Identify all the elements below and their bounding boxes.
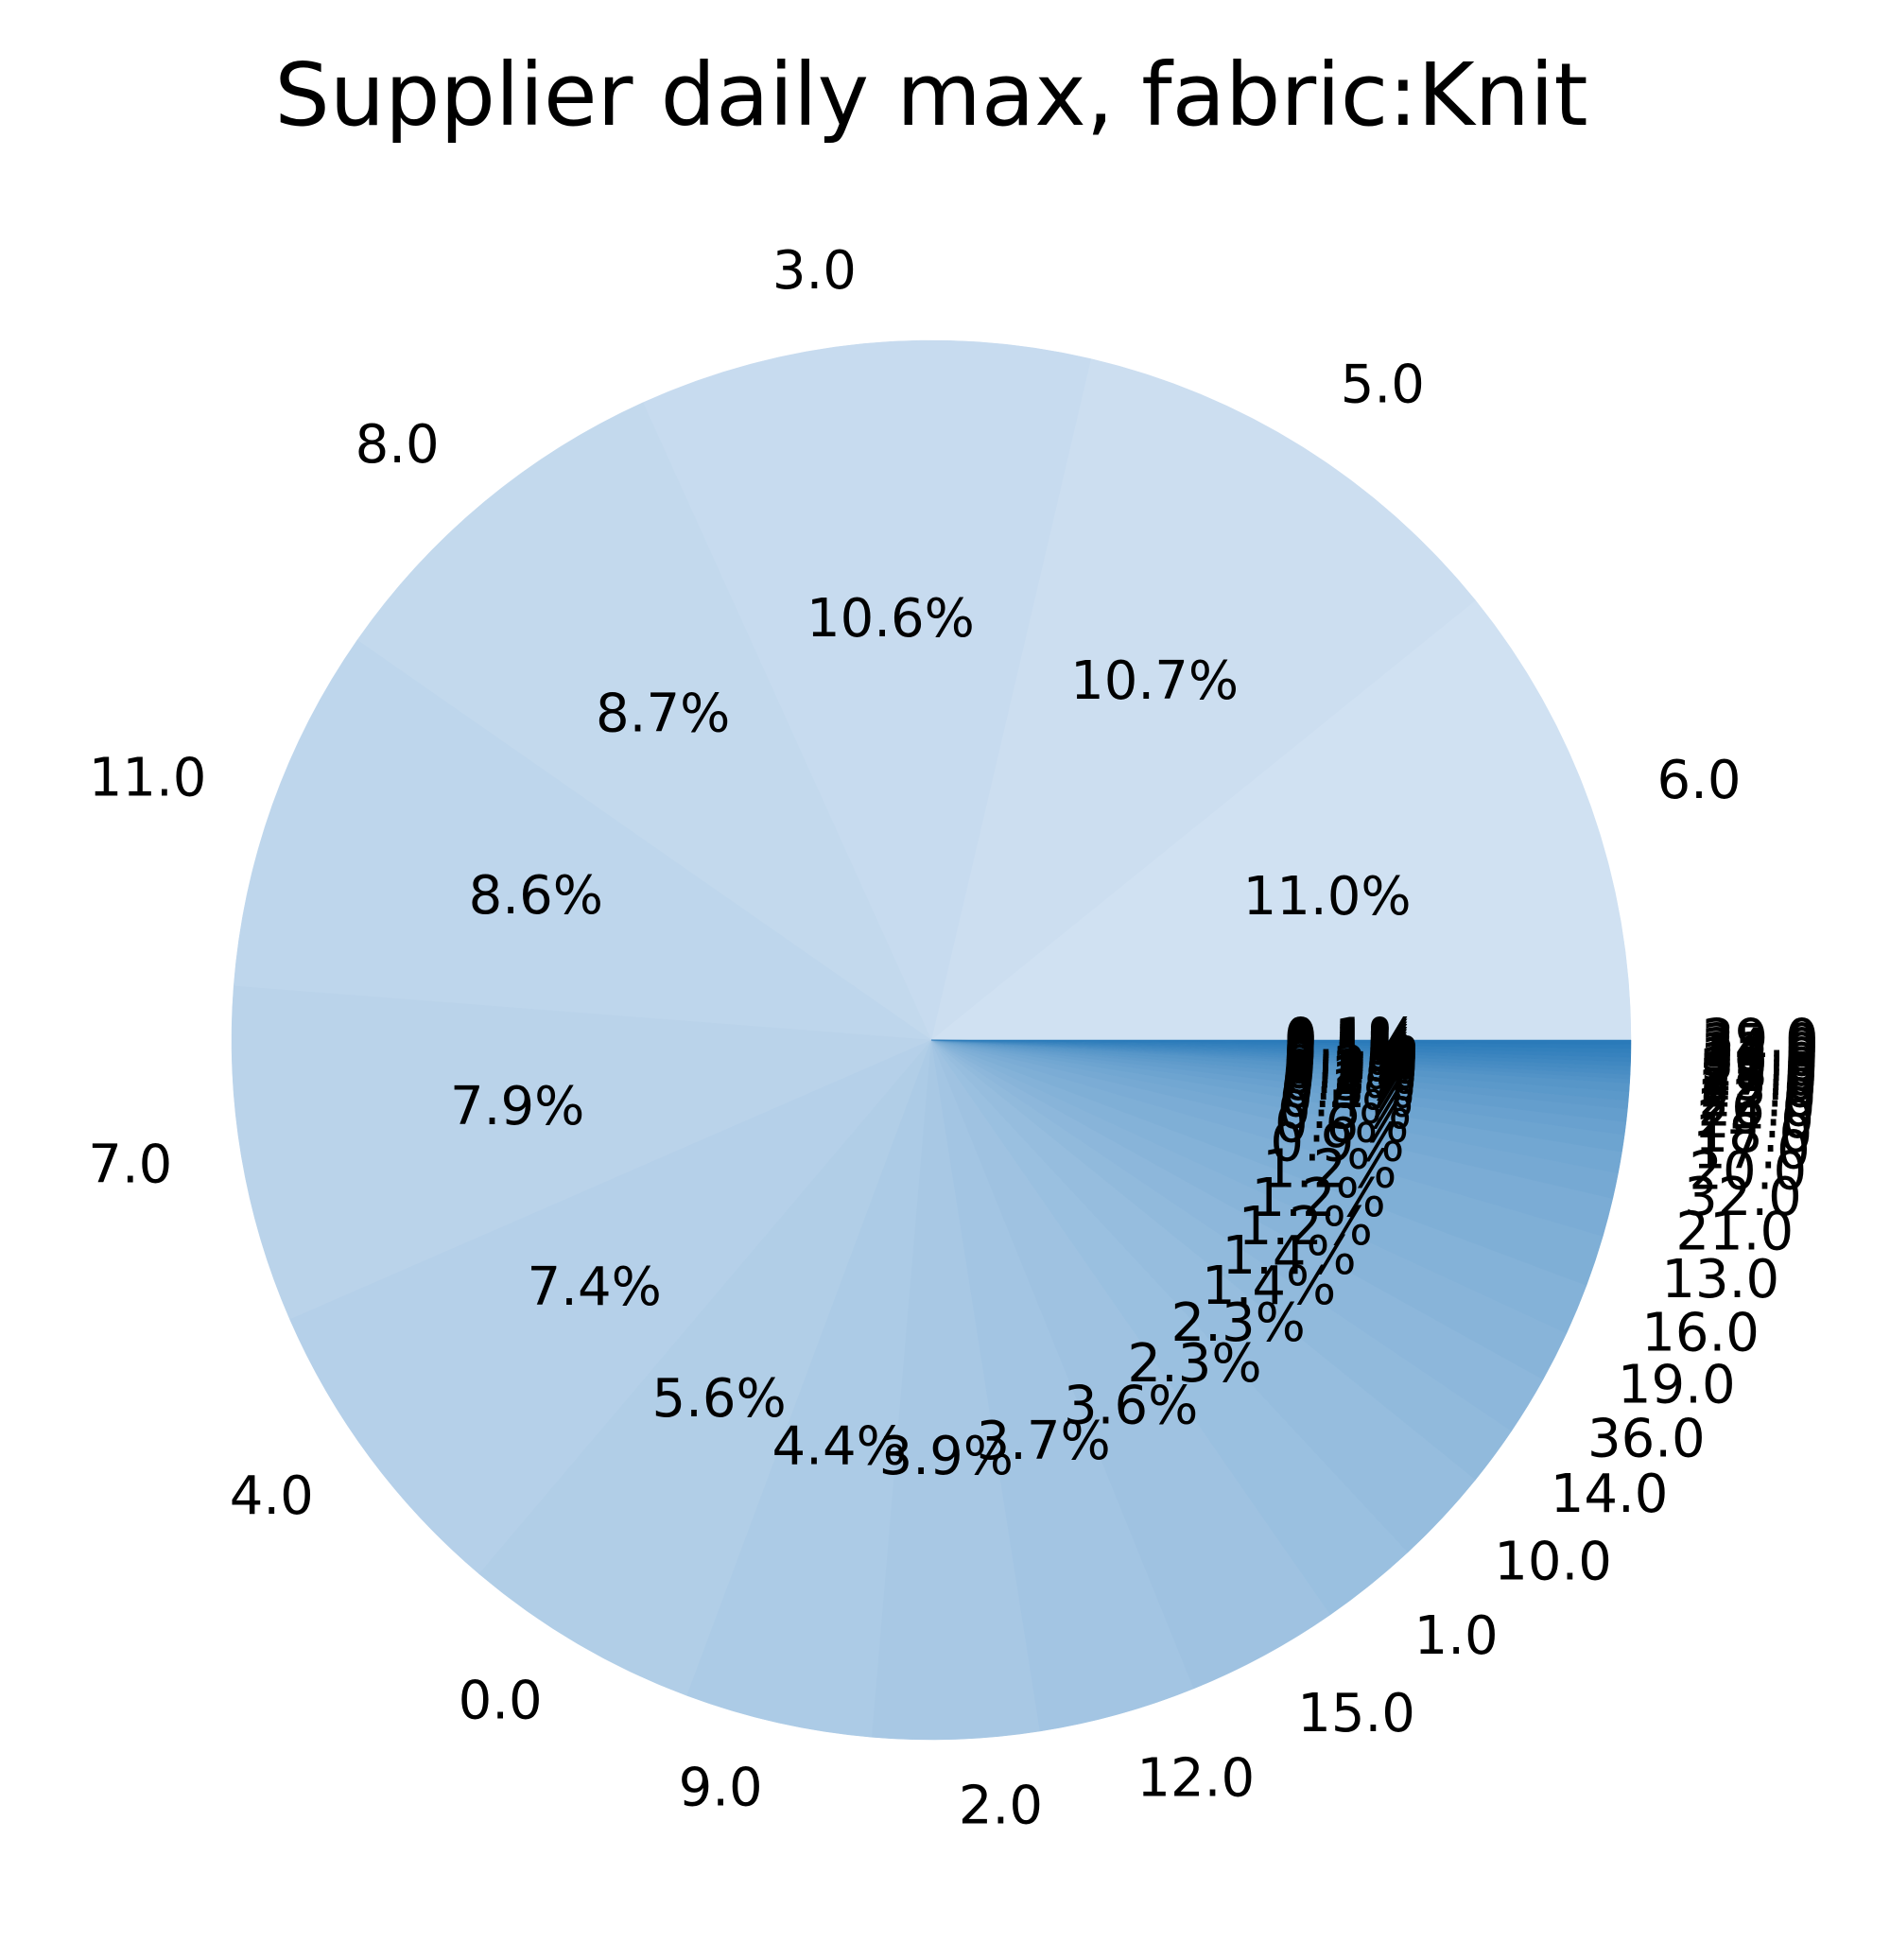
category-label: 18.0 xyxy=(1695,1103,1813,1165)
category-label: 32.0 xyxy=(1684,1167,1802,1228)
category-label: 16.0 xyxy=(1641,1303,1760,1364)
percentage-label: 11.0% xyxy=(1243,866,1412,928)
category-label: 19.0 xyxy=(1618,1354,1736,1415)
percentage-label: 0.2% xyxy=(1283,1034,1417,1096)
category-label: 27.0 xyxy=(1700,1047,1818,1108)
percentage-label: 8.6% xyxy=(469,865,603,927)
pie-slice xyxy=(930,1039,1632,1045)
category-label: 10.0 xyxy=(1494,1531,1612,1592)
percentage-label: 3.7% xyxy=(976,1411,1110,1472)
category-labels: 6.0 5.0 3.0 8.0 11.0 7.0 4.0 0.0 9.0 2.0 12.0 15.0 1… xyxy=(88,240,1818,1837)
category-label: 22.0 xyxy=(1698,1067,1816,1129)
percentage-label: 1.2% xyxy=(1252,1168,1386,1229)
category-label: 6.0 xyxy=(1657,750,1742,811)
percentage-label: 1.2% xyxy=(1262,1138,1396,1200)
percentage-label: 0.1% xyxy=(1284,1017,1418,1079)
category-label: 35.0 xyxy=(1701,1014,1819,1075)
percentage-label: 0.1% xyxy=(1283,1023,1417,1084)
category-label: 23.0 xyxy=(1699,1058,1817,1119)
percentage-label: 0.3% xyxy=(1281,1051,1415,1113)
percentage-label: 10.7% xyxy=(1070,650,1239,712)
category-label: 21.0 xyxy=(1675,1202,1794,1263)
pie-slice xyxy=(231,985,932,1320)
percentage-label: 3.9% xyxy=(879,1426,1014,1487)
category-label: 12.0 xyxy=(1136,1748,1255,1810)
percentage-label: 0.1% xyxy=(1284,1010,1418,1071)
category-label: 29.0 xyxy=(1700,1037,1818,1099)
category-label: 11.0 xyxy=(89,747,207,808)
category-label: 7.0 xyxy=(88,1134,172,1195)
category-label: 26.0 xyxy=(1698,1077,1816,1138)
pie-slice xyxy=(686,1039,932,1738)
pie-slice xyxy=(289,1039,932,1575)
category-label: 3.0 xyxy=(772,240,857,302)
percentage-label: 0.4% xyxy=(1279,1068,1413,1130)
percentage-label: 0.2% xyxy=(1282,1045,1416,1106)
percentage-labels: 11.0%10.7%10.6%8.7%8.6%7.9%7.4%5.6%4.4%3… xyxy=(450,588,1418,1487)
percentage-label: 0.1% xyxy=(1283,1028,1417,1089)
category-label: 17.0 xyxy=(1692,1119,1811,1181)
percentage-label: 7.9% xyxy=(450,1076,584,1137)
pie-slice xyxy=(478,1039,932,1696)
pie-slice xyxy=(930,599,1632,1041)
category-label: 4.0 xyxy=(230,1466,314,1527)
category-label: 39.0 xyxy=(1701,1009,1819,1070)
category-label: 2.0 xyxy=(959,1776,1043,1837)
percentage-label: 0.5% xyxy=(1277,1080,1412,1141)
category-label: 28.0 xyxy=(1700,1042,1818,1103)
category-label: 31.0 xyxy=(1701,1028,1819,1089)
category-label: 0.0 xyxy=(459,1671,543,1732)
category-label: 9.0 xyxy=(679,1757,763,1818)
percentage-label: 8.7% xyxy=(596,684,730,745)
pie-slice xyxy=(356,402,932,1041)
percentage-label: 0.9% xyxy=(1270,1113,1404,1174)
percentage-label: 2.3% xyxy=(1127,1333,1261,1395)
category-label: 30.0 xyxy=(1701,1032,1819,1094)
category-label: 20.0 xyxy=(1689,1141,1807,1203)
percentage-label: 3.6% xyxy=(1064,1376,1198,1437)
category-label: 25.0 xyxy=(1700,1051,1818,1113)
percentage-label: 0.2% xyxy=(1282,1040,1416,1101)
percentage-label: 0.1% xyxy=(1283,1031,1417,1092)
percentage-label: 10.6% xyxy=(806,588,975,650)
percentage-label: 0.1% xyxy=(1284,1008,1418,1069)
category-label: 8.0 xyxy=(355,414,440,476)
percentage-label: 2.3% xyxy=(1171,1292,1306,1354)
pie-slices xyxy=(231,339,1632,1741)
percentage-label: 1.2% xyxy=(1239,1196,1373,1258)
percentage-label: 0.1% xyxy=(1284,1020,1418,1082)
percentage-label: 0.1% xyxy=(1284,1013,1418,1074)
percentage-label: 0.6% xyxy=(1274,1094,1409,1155)
percentage-label: 1.4% xyxy=(1222,1225,1356,1287)
percentage-label: 7.4% xyxy=(528,1257,662,1318)
percentage-label: 0.1% xyxy=(1283,1026,1417,1087)
percentage-label: 4.4% xyxy=(772,1415,907,1477)
percentage-label: 0.3% xyxy=(1280,1059,1414,1120)
category-label: 13.0 xyxy=(1661,1249,1779,1310)
pie-slice xyxy=(642,339,1092,1041)
category-label: 5.0 xyxy=(1341,355,1425,416)
category-label: 36.0 xyxy=(1587,1409,1706,1470)
chart-title: Supplier daily max, fabric:Knit xyxy=(274,44,1587,146)
category-label: 24.0 xyxy=(1696,1089,1814,1151)
category-label: 1.0 xyxy=(1414,1605,1499,1667)
percentage-label: 1.4% xyxy=(1202,1256,1336,1317)
category-label: 33.0 xyxy=(1701,1023,1819,1084)
category-label: 15.0 xyxy=(1297,1683,1415,1744)
percentage-label: 5.6% xyxy=(651,1368,786,1430)
pie-slice xyxy=(233,639,932,1041)
category-label: 14.0 xyxy=(1551,1464,1669,1525)
pie-slice xyxy=(930,358,1476,1041)
category-label: 34.0 xyxy=(1701,1018,1819,1080)
percentage-label: 0.1% xyxy=(1284,1015,1418,1077)
